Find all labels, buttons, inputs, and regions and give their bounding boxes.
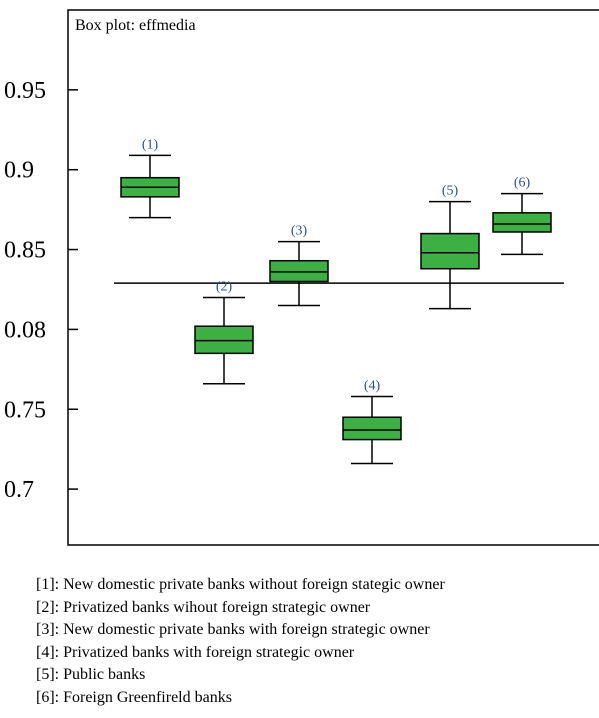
box-2: (2) xyxy=(194,279,254,385)
y-tick-label: 0.85 xyxy=(4,238,46,264)
legend-item-6: [6]: Foreign Greenfireld banks xyxy=(36,688,232,706)
box-label: (1) xyxy=(142,137,159,152)
y-tick-label: 0.9 xyxy=(4,158,34,184)
legend-item-5: [5]: Public banks xyxy=(36,666,146,684)
legend-item-4: [4]: Privatized banks with foreign strat… xyxy=(36,643,355,661)
chart-title: Box plot: effmedia xyxy=(75,17,196,34)
box-label: (5) xyxy=(442,184,459,199)
boxes-group: (1) (2) (3) (4) (5) (6) xyxy=(120,137,552,465)
iqr-box xyxy=(420,232,480,270)
legend-item-3: [3]: New domestic private banks with for… xyxy=(36,621,430,639)
box-label: (3) xyxy=(291,224,308,239)
box-6: (6) xyxy=(492,176,552,256)
y-tick-label: 0.95 xyxy=(4,78,46,104)
box-4: (4) xyxy=(342,378,402,465)
iqr-box xyxy=(492,212,552,233)
legend-item-2: [2]: Privatized banks wihout foreign str… xyxy=(36,598,371,616)
box-3: (3) xyxy=(269,224,329,307)
box-label: (4) xyxy=(364,378,381,393)
y-tick-label: 0.75 xyxy=(4,397,46,423)
iqr-box xyxy=(269,259,329,283)
y-tick-label: 0.08 xyxy=(4,317,46,343)
plot-frame xyxy=(67,9,599,546)
iqr-box xyxy=(194,325,254,355)
box-label: (2) xyxy=(216,279,233,294)
legend-item-1: [1]: New domestic private banks without … xyxy=(36,576,445,593)
box-1: (1) xyxy=(120,137,180,219)
y-axis: 0.95 0.9 0.85 0.08 0.75 0.7 xyxy=(4,78,78,503)
box-plot-chart: Box plot: effmedia 0.950.90.850.080.750.… xyxy=(4,9,599,546)
legend: [1]: New domestic private banks without … xyxy=(36,574,599,710)
iqr-box xyxy=(342,416,402,441)
box-5: (5) xyxy=(420,184,480,310)
box-label: (6) xyxy=(514,176,531,191)
y-tick-label: 0.7 xyxy=(4,477,34,503)
